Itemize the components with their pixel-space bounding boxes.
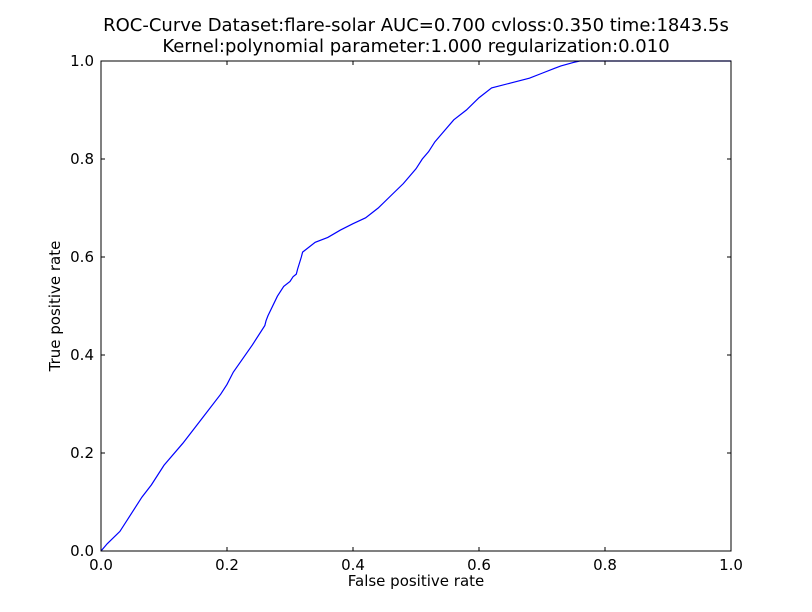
y-axis-label: True positive rate: [46, 241, 64, 373]
x-axis-label: False positive rate: [348, 572, 485, 590]
x-tick-label: 1.0: [719, 556, 743, 574]
y-tick-label: 0.8: [70, 150, 94, 168]
y-tick-label: 0.6: [70, 248, 94, 266]
x-axis-ticks: 0.0 0.2 0.4 0.6 0.8 1.0: [89, 61, 743, 574]
x-tick-label: 0.0: [89, 556, 113, 574]
plot-frame: [100, 60, 732, 552]
y-axis-ticks: 0.0 0.2 0.4 0.6 0.8 1.0: [70, 52, 731, 560]
chart-title-line-2: Kernel:polynomial parameter:1.000 regula…: [162, 36, 669, 57]
chart-title-line-1: ROC-Curve Dataset:flare-solar AUC=0.700 …: [103, 15, 729, 36]
y-tick-label: 0.2: [70, 444, 94, 462]
x-tick-label: 0.8: [593, 556, 617, 574]
y-tick-label: 0.0: [70, 542, 94, 560]
y-tick-label: 1.0: [70, 52, 94, 70]
roc-curve-line: [100, 60, 731, 552]
y-tick-label: 0.4: [70, 346, 94, 364]
x-tick-label: 0.2: [215, 556, 239, 574]
plot-area: [100, 60, 732, 552]
x-tick-label: 0.6: [467, 556, 491, 574]
x-tick-label: 0.4: [341, 556, 365, 574]
